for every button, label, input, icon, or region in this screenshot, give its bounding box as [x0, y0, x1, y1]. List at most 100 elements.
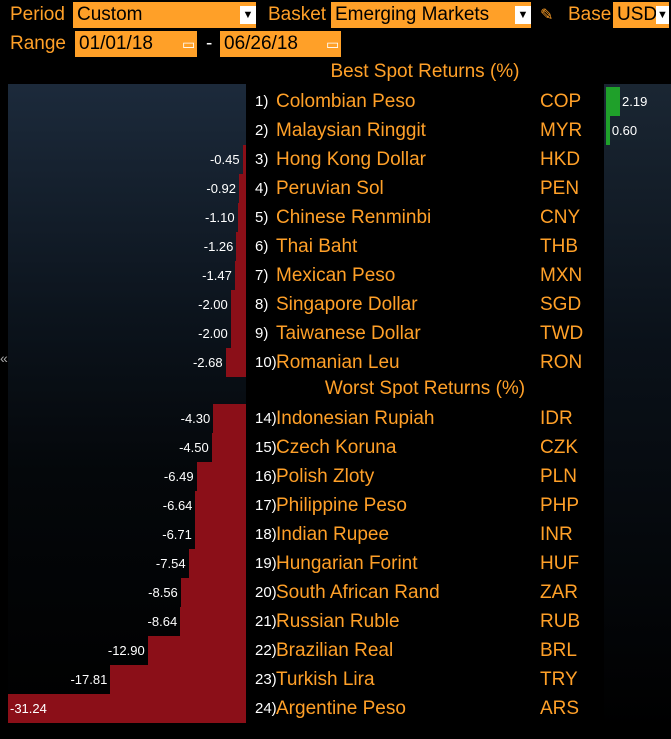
table-row[interactable]: -0.92 4) Peruvian Sol PEN	[0, 174, 671, 203]
edit-pencil-icon[interactable]: ✎	[540, 7, 554, 24]
currency-name[interactable]: Brazilian Real	[276, 640, 394, 661]
negative-bar	[213, 404, 246, 433]
currency-code[interactable]: ZAR	[540, 582, 578, 603]
range-end-input[interactable]: 06/26/18	[220, 31, 341, 57]
rank-label: 3)	[255, 151, 269, 168]
table-row[interactable]: -7.54 19) Hungarian Forint HUF	[0, 549, 671, 578]
table-row[interactable]: -2.00 8) Singapore Dollar SGD	[0, 290, 671, 319]
currency-code[interactable]: COP	[540, 91, 582, 112]
rank-label: 14)	[255, 410, 277, 427]
table-row[interactable]: -6.71 18) Indian Rupee INR	[0, 520, 671, 549]
currency-name[interactable]: Hong Kong Dollar	[276, 149, 426, 170]
table-row[interactable]: -8.56 20) South African Rand ZAR	[0, 578, 671, 607]
table-row[interactable]: -2.68 10) Romanian Leu RON	[0, 348, 671, 377]
table-row[interactable]: -4.50 15) Czech Koruna CZK	[0, 433, 671, 462]
currency-code[interactable]: RON	[540, 352, 583, 373]
table-row[interactable]: -1.26 6) Thai Baht THB	[0, 232, 671, 261]
base-dropdown-icon[interactable]: ▼	[656, 6, 669, 24]
currency-name[interactable]: Romanian Leu	[276, 352, 400, 373]
table-row[interactable]: -12.90 22) Brazilian Real BRL	[0, 636, 671, 665]
table-row[interactable]: -0.45 3) Hong Kong Dollar HKD	[0, 145, 671, 174]
currency-name[interactable]: Hungarian Forint	[276, 553, 418, 574]
currency-name[interactable]: Thai Baht	[276, 236, 358, 257]
currency-code[interactable]: IDR	[540, 408, 573, 429]
negative-bar	[234, 261, 246, 290]
rank-label: 17)	[255, 497, 277, 514]
currency-code[interactable]: HKD	[540, 149, 581, 170]
negative-bar	[242, 145, 246, 174]
negative-bar	[239, 174, 246, 203]
currency-name[interactable]: Taiwanese Dollar	[276, 323, 421, 344]
currency-name[interactable]: Peruvian Sol	[276, 178, 384, 199]
rank-label: 8)	[255, 296, 269, 313]
table-row[interactable]: -31.24 24) Argentine Peso ARS	[0, 694, 671, 723]
negative-bar	[196, 462, 246, 491]
currency-name[interactable]: Philippine Peso	[276, 495, 407, 516]
positive-bar	[606, 87, 620, 116]
currency-name[interactable]: South African Rand	[276, 582, 440, 603]
chart-background-right	[604, 84, 671, 730]
basket-dropdown-icon[interactable]: ▼	[515, 6, 531, 24]
side-panel-edge	[0, 58, 6, 739]
currency-name[interactable]: Argentine Peso	[276, 698, 406, 719]
table-row[interactable]: -4.30 14) Indonesian Rupiah IDR	[0, 404, 671, 433]
currency-code[interactable]: SGD	[540, 294, 582, 315]
range-start-input[interactable]: 01/01/18	[75, 31, 197, 57]
basket-select[interactable]: Emerging Markets	[331, 2, 531, 28]
currency-name[interactable]: Indonesian Rupiah	[276, 408, 435, 429]
period-dropdown-icon[interactable]: ▼	[240, 6, 256, 24]
currency-name[interactable]: Polish Zloty	[276, 466, 375, 487]
currency-name[interactable]: Colombian Peso	[276, 91, 416, 112]
bar-value-label: -2.68	[192, 355, 223, 370]
table-row[interactable]: -6.49 16) Polish Zloty PLN	[0, 462, 671, 491]
currency-name[interactable]: Mexican Peso	[276, 265, 396, 286]
currency-code[interactable]: TRY	[540, 669, 578, 690]
table-row[interactable]: 2.19 1) Colombian Peso COP	[0, 87, 671, 116]
currency-code[interactable]: MXN	[540, 265, 583, 286]
table-row[interactable]: -8.64 21) Russian Ruble RUB	[0, 607, 671, 636]
currency-code[interactable]: INR	[540, 524, 573, 545]
range-start-calendar-icon[interactable]: ▭	[182, 36, 196, 52]
currency-code[interactable]: CNY	[540, 207, 581, 228]
bar-value-label: -6.49	[163, 469, 194, 484]
currency-code[interactable]: TWD	[540, 323, 584, 344]
currency-code[interactable]: PEN	[540, 178, 580, 199]
bar-value-label: -17.81	[70, 672, 108, 687]
currency-name[interactable]: Chinese Renminbi	[276, 207, 432, 228]
currency-code[interactable]: CZK	[540, 437, 578, 458]
currency-code[interactable]: THB	[540, 236, 578, 257]
table-row[interactable]: -17.81 23) Turkish Lira TRY	[0, 665, 671, 694]
currency-name[interactable]: Indian Rupee	[276, 524, 390, 545]
currency-code[interactable]: PHP	[540, 495, 580, 516]
rank-label: 1)	[255, 93, 269, 110]
bar-value-label: -1.26	[203, 239, 234, 254]
currency-code[interactable]: PLN	[540, 466, 577, 487]
toolbar: Period Custom ▼ Basket Emerging Markets …	[0, 0, 671, 58]
currency-code[interactable]: RUB	[540, 611, 581, 632]
currency-name[interactable]: Russian Ruble	[276, 611, 400, 632]
rank-label: 24)	[255, 700, 277, 717]
currency-code[interactable]: HUF	[540, 553, 580, 574]
rank-label: 19)	[255, 555, 277, 572]
period-select[interactable]: Custom	[73, 2, 256, 28]
currency-name[interactable]: Turkish Lira	[276, 669, 375, 690]
bar-value-label: -2.00	[198, 326, 228, 341]
negative-bar	[194, 520, 246, 549]
currency-code[interactable]: ARS	[540, 698, 580, 719]
best-returns-header: Best Spot Returns (%)	[330, 61, 520, 82]
currency-name[interactable]: Malaysian Ringgit	[276, 120, 426, 141]
table-row[interactable]: 0.60 2) Malaysian Ringgit MYR	[0, 116, 671, 145]
bar-value-label: -6.71	[162, 527, 192, 542]
table-row[interactable]: -1.47 7) Mexican Peso MXN	[0, 261, 671, 290]
currency-name[interactable]: Czech Koruna	[276, 437, 397, 458]
currency-code[interactable]: BRL	[540, 640, 577, 661]
currency-name[interactable]: Singapore Dollar	[276, 294, 418, 315]
rank-label: 16)	[255, 468, 277, 485]
collapse-panel-icon[interactable]: «	[0, 350, 8, 366]
table-row[interactable]: -1.10 5) Chinese Renminbi CNY	[0, 203, 671, 232]
range-end-calendar-icon[interactable]: ▭	[326, 36, 340, 52]
table-row[interactable]: -6.64 17) Philippine Peso PHP	[0, 491, 671, 520]
table-row[interactable]: -2.00 9) Taiwanese Dollar TWD	[0, 319, 671, 348]
currency-code[interactable]: MYR	[540, 120, 583, 141]
negative-bar	[8, 694, 246, 723]
